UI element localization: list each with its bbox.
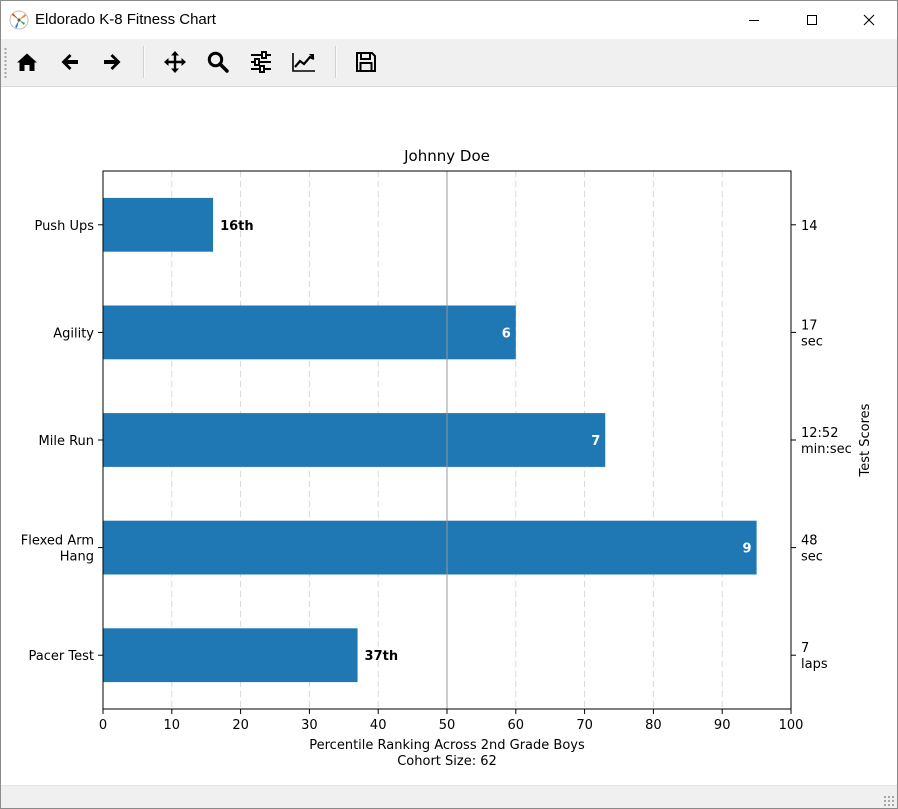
right-tick-label: 14 (801, 219, 818, 234)
right-tick-label: 7 laps (801, 641, 828, 672)
right-tick-label: 17 sec (801, 318, 823, 349)
line-chart-icon (292, 53, 315, 72)
back-button[interactable] (53, 45, 87, 79)
customize-button[interactable] (287, 45, 321, 79)
y-tick-label: Pacer Test (29, 649, 94, 664)
home-icon (17, 53, 37, 71)
right-axis-label: Test Scores (858, 403, 873, 477)
bar (103, 628, 358, 683)
close-button[interactable] (846, 1, 892, 39)
home-button[interactable] (10, 45, 44, 79)
resize-grip[interactable] (883, 795, 895, 807)
bar-label: 7 (591, 434, 600, 449)
magnifier-icon (207, 51, 229, 73)
x-tick-label: 90 (714, 718, 731, 733)
arrow-left-icon (61, 54, 78, 70)
navigation-toolbar (1, 39, 897, 87)
maximize-icon (807, 15, 817, 25)
bar (103, 413, 606, 467)
zoom-button[interactable] (201, 45, 235, 79)
bar-label: 37th (365, 649, 399, 664)
sliders-icon (251, 51, 271, 73)
arrow-right-icon (104, 54, 121, 70)
maximize-button[interactable] (789, 1, 835, 39)
subplots-button[interactable] (244, 45, 278, 79)
toolbar-separator (335, 46, 337, 78)
y-tick-label: Mile Run (39, 434, 95, 449)
x-tick-label: 10 (164, 718, 181, 733)
x-tick-label: 30 (301, 718, 318, 733)
y-tick-label: Agility (53, 326, 94, 341)
bar (103, 197, 214, 252)
toolbar-grip[interactable] (4, 47, 7, 79)
y-tick-label: Flexed Arm Hang (21, 534, 94, 565)
bar-label: 6 (502, 326, 511, 341)
x-tick-label: 70 (576, 718, 593, 733)
bar-labels: 37th 9 7 6 16th (220, 219, 752, 664)
bar (103, 305, 516, 360)
x-tick-label: 80 (645, 718, 662, 733)
x-tick-label: 50 (439, 718, 456, 733)
figure-canvas[interactable]: 0 10 20 30 40 50 60 70 80 90 100 Pacer Test 7 laps Fle… (1, 87, 897, 785)
x-tick-label: 20 (232, 718, 249, 733)
chart-title: Johnny Doe (403, 147, 490, 165)
tick-labels: 0 10 20 30 40 50 60 70 80 90 100 Pacer Test 7 laps Fle… (21, 219, 852, 733)
x-axis-label: Percentile Ranking Across 2nd Grade Boys… (309, 738, 585, 769)
minimize-button[interactable] (731, 1, 777, 39)
forward-button[interactable] (95, 45, 129, 79)
bar-label: 16th (220, 219, 254, 234)
x-tick-label: 100 (779, 718, 804, 733)
move-icon (164, 51, 186, 73)
toolbar-separator (143, 46, 145, 78)
status-bar (1, 785, 897, 808)
title-bar[interactable]: Eldorado K-8 Fitness Chart (1, 1, 897, 39)
fitness-chart: 0 10 20 30 40 50 60 70 80 90 100 Pacer Test 7 laps Fle… (21, 147, 873, 769)
tick-marks (98, 224, 796, 714)
minimize-icon (749, 20, 759, 21)
x-tick-label: 40 (370, 718, 387, 733)
save-button[interactable] (349, 45, 383, 79)
close-icon (863, 14, 875, 26)
window-title: Eldorado K-8 Fitness Chart (35, 11, 216, 28)
x-tick-label: 0 (99, 718, 107, 733)
floppy-disk-icon (356, 52, 376, 72)
right-tick-label: 12:52 min:sec (801, 426, 852, 457)
pan-button[interactable] (158, 45, 192, 79)
y-tick-label: Push Ups (34, 219, 94, 234)
bars (103, 197, 757, 683)
bar (103, 520, 757, 575)
x-tick-label: 60 (508, 718, 525, 733)
bar-label: 9 (743, 542, 752, 557)
matplotlib-logo-icon (9, 10, 29, 30)
right-tick-label: 48 sec (801, 534, 823, 565)
